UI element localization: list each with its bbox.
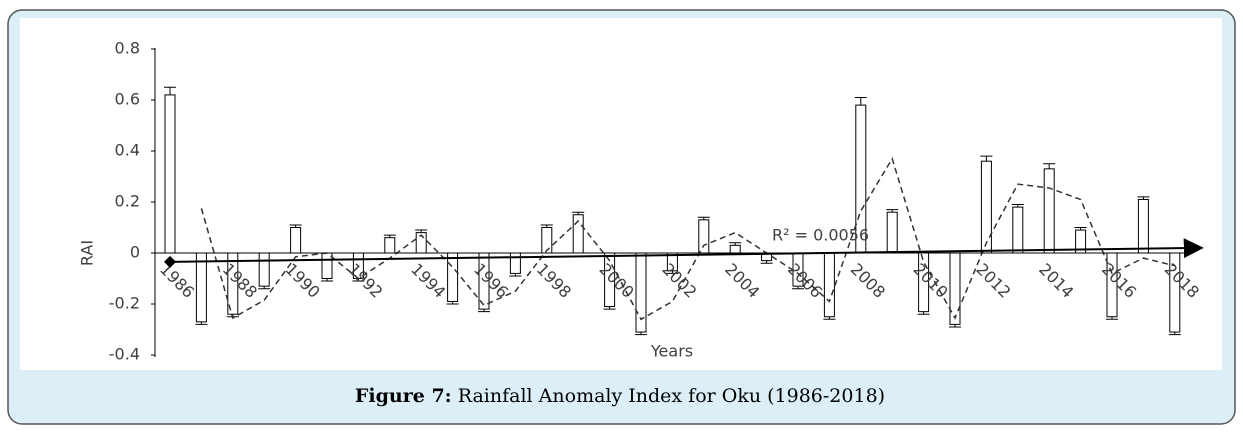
- x-axis-label: Years: [650, 342, 693, 361]
- error-bar: [1168, 332, 1181, 336]
- bar: [290, 227, 302, 254]
- bar: [980, 160, 992, 254]
- bar: [447, 252, 459, 302]
- error-bar: [729, 242, 742, 246]
- trend-line: [169, 238, 1204, 263]
- bar: [1012, 206, 1024, 254]
- y-axis-label: RAI: [78, 240, 97, 266]
- annotation: R² = 0.0056: [772, 226, 869, 245]
- y-tick-label: -0.4: [109, 345, 140, 364]
- bar: [541, 227, 553, 254]
- bar: [886, 211, 898, 254]
- bar: [823, 252, 835, 318]
- error-bar: [540, 224, 553, 228]
- bar: [384, 237, 396, 254]
- bar: [164, 94, 176, 254]
- plot-area: [20, 18, 1222, 370]
- y-tick-label: 0.4: [115, 141, 140, 160]
- error-bar: [1074, 227, 1087, 231]
- bar: [949, 252, 961, 325]
- error-bar: [289, 224, 302, 228]
- error-bar: [509, 273, 522, 277]
- y-tick-label: 0.8: [115, 39, 140, 58]
- bar: [195, 252, 207, 323]
- error-bar: [792, 286, 804, 290]
- bar: [509, 252, 521, 274]
- caption-text: Rainfall Anomaly Index for Oku (1986-201…: [458, 385, 885, 407]
- y-tick-label: 0.2: [115, 192, 140, 211]
- error-bar: [666, 270, 679, 274]
- error-bar: [478, 309, 490, 313]
- error-bar: [164, 86, 176, 95]
- caption-bold: Figure 7:: [355, 385, 452, 407]
- error-bar: [854, 96, 867, 106]
- bar: [698, 219, 710, 254]
- error-bar: [980, 155, 993, 162]
- bar: [729, 244, 741, 254]
- error-bar: [1011, 204, 1024, 208]
- error-bar: [760, 260, 773, 264]
- error-bar: [949, 324, 961, 328]
- bar: [635, 252, 647, 333]
- error-bar: [1106, 316, 1118, 320]
- y-tick-label: 0.6: [115, 90, 140, 109]
- error-bar: [195, 321, 208, 325]
- moving-average: [200, 156, 1175, 321]
- error-bar: [603, 306, 616, 310]
- error-bar: [446, 301, 459, 305]
- y-tick-label: 0: [130, 243, 140, 262]
- error-bar: [258, 286, 271, 290]
- y-tick-label: -0.2: [109, 294, 140, 313]
- error-bar: [321, 278, 333, 282]
- error-bar: [886, 209, 899, 213]
- trend-start: [164, 255, 176, 268]
- error-bar: [1043, 163, 1056, 169]
- bar: [1043, 168, 1055, 254]
- error-bar: [572, 211, 585, 215]
- error-bar: [917, 311, 930, 315]
- error-bar: [697, 216, 710, 220]
- bar: [258, 252, 270, 287]
- error-bar: [823, 316, 836, 320]
- bar: [321, 252, 333, 279]
- bar: [1137, 198, 1149, 254]
- error-bar: [415, 229, 428, 233]
- error-bar: [635, 332, 647, 336]
- error-bar: [383, 234, 396, 238]
- error-bar: [1137, 196, 1150, 200]
- caption: Figure 7: Rainfall Anomaly Index for Oku…: [355, 385, 885, 407]
